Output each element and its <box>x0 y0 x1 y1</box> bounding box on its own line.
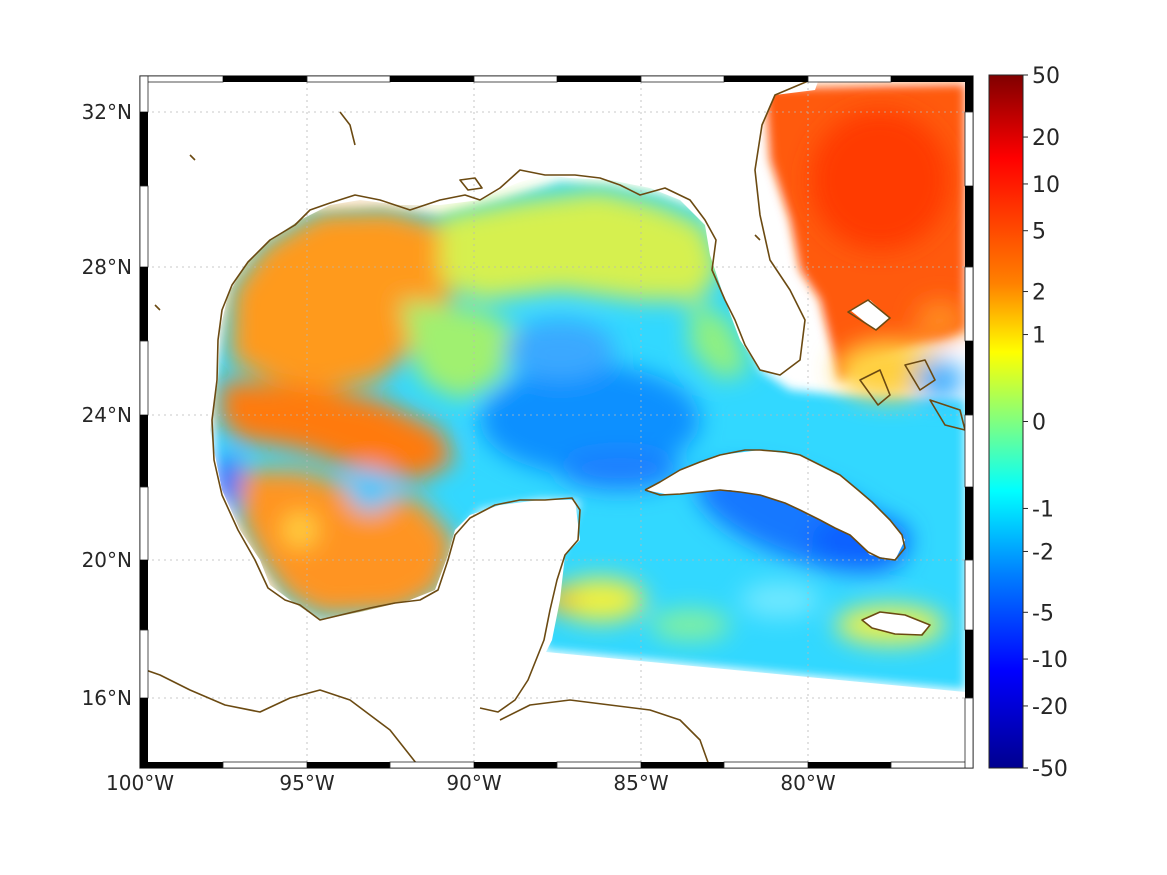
lon-tick-label: 80°W <box>780 771 835 795</box>
colorbar-tick-label: -1 <box>1032 497 1054 522</box>
coast-honduras <box>499 699 711 768</box>
colorbar-tick-label: 0 <box>1032 411 1046 436</box>
lat-tick-label: 20°N <box>82 548 132 572</box>
colorbar-tick-label: 10 <box>1032 173 1060 198</box>
colorbar-tick-label: 5 <box>1032 220 1046 245</box>
colorbar-bar <box>988 74 1024 769</box>
lon-tick-label: 95°W <box>279 771 334 795</box>
lat-tick-label: 32°N <box>82 100 132 124</box>
lat-tick-label: 28°N <box>82 255 132 279</box>
coast-cuba <box>644 449 906 561</box>
coast-jamaica <box>861 611 931 636</box>
lat-tick-label: 24°N <box>82 403 132 427</box>
lat-tick-labels: 32°N 28°N 24°N 20°N 16°N <box>82 100 132 710</box>
map-frame <box>139 75 974 769</box>
field-west-cool-patch <box>348 468 392 512</box>
colorbar-tick-label: -10 <box>1032 648 1068 673</box>
coastlines <box>140 76 966 768</box>
field-west-band <box>220 380 455 480</box>
land-mask <box>140 76 973 768</box>
coast-central-america <box>140 667 421 768</box>
colorbar-tick-label: 2 <box>1032 281 1046 306</box>
colorbar-tick-label: 1 <box>1032 324 1046 349</box>
coast-gulf <box>211 76 821 713</box>
colorbar-tick-label: 50 <box>1032 64 1060 89</box>
colorbar-tick-label: 20 <box>1032 126 1060 151</box>
lon-tick-labels: 100°W 95°W 90°W 85°W 80°W <box>106 771 836 795</box>
colorbar-tick-label: -50 <box>1032 757 1068 782</box>
colorbar-tick-label: -2 <box>1032 540 1054 565</box>
field-central-cold-core <box>480 365 700 475</box>
lon-tick-label: 90°W <box>446 771 501 795</box>
colorbar-tick-label: -20 <box>1032 695 1068 720</box>
field-north-yellow <box>440 190 720 300</box>
coast-islands <box>154 111 761 311</box>
colorbar-tick-label: -5 <box>1032 601 1054 626</box>
field-southwest-warm <box>240 470 455 615</box>
lat-tick-label: 16°N <box>82 686 132 710</box>
field-west-warm <box>230 210 470 390</box>
lon-tick-label: 85°W <box>613 771 668 795</box>
graticule <box>140 76 973 768</box>
coast-bahamas <box>847 299 966 431</box>
data-field <box>140 76 973 768</box>
lon-tick-label: 100°W <box>106 771 174 795</box>
